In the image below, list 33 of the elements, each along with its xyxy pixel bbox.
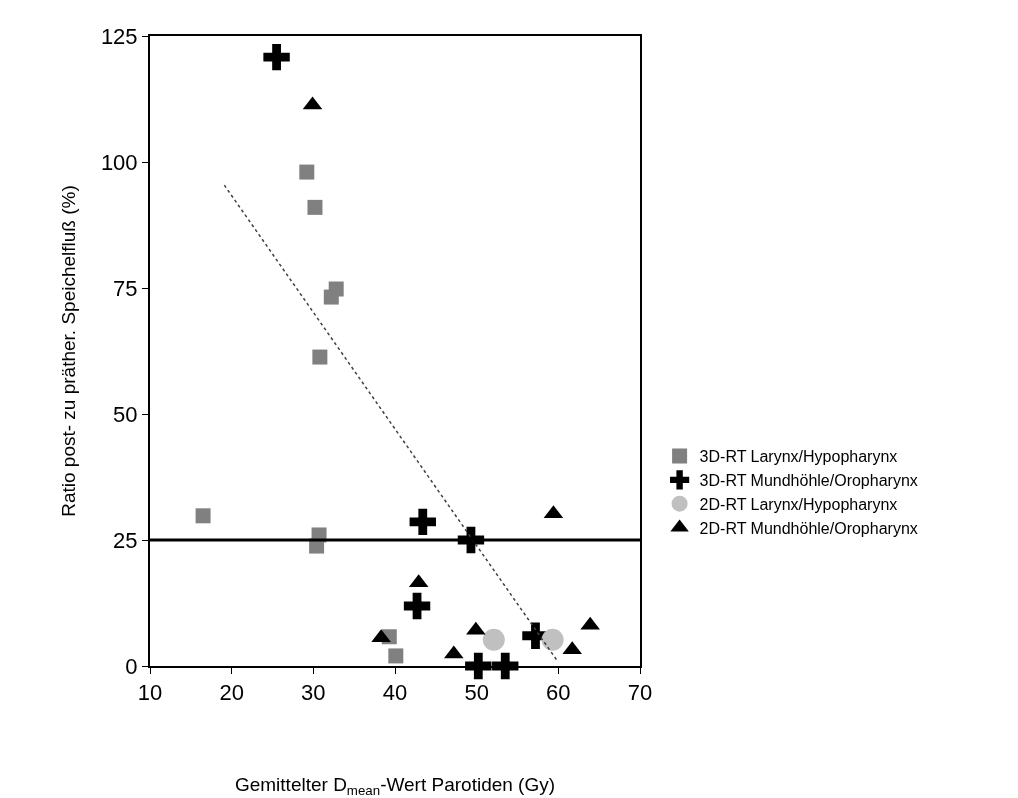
point <box>263 43 290 71</box>
y-tick-label: 75 <box>113 275 138 301</box>
legend-label: 2D-RT Larynx/Hypopharynx <box>699 495 898 513</box>
x-tick-label: 10 <box>137 680 163 706</box>
point <box>371 629 391 643</box>
x-tick-label: 30 <box>301 680 326 706</box>
point <box>312 349 328 365</box>
point <box>482 628 505 651</box>
x-axis-title: Gemittelter D$_{mean}$-Wert Parotiden (Gy) <box>234 774 556 798</box>
y-tick-label: 125 <box>100 23 138 49</box>
x-tick-label: 20 <box>219 680 244 706</box>
y-axis-title: Ratio post- zu präther. Speichelfluß (%) <box>58 185 80 517</box>
x-tick-label: 40 <box>382 680 408 706</box>
legend-label: 2D-RT Mundhöhle/Oropharynx <box>699 519 918 537</box>
x-tick-label: 70 <box>627 680 653 706</box>
point <box>307 199 323 215</box>
point <box>466 621 486 635</box>
x-tick-label: 60 <box>546 680 571 706</box>
y-tick-label: 0 <box>125 653 138 679</box>
point <box>403 592 431 620</box>
point <box>580 616 600 630</box>
point <box>323 289 339 305</box>
legend-label: 3D-RT Larynx/Hypopharynx <box>699 448 898 466</box>
y-tick-label: 50 <box>113 401 138 427</box>
y-tick-label: 25 <box>113 527 138 553</box>
point <box>409 508 436 536</box>
legend-label: 3D-RT Mundhöhle/Oropharynx <box>699 472 918 490</box>
y-tick-label: 100 <box>100 149 138 175</box>
x-tick-label: 50 <box>464 680 489 706</box>
point <box>299 164 315 180</box>
point <box>541 628 564 651</box>
point <box>388 648 404 664</box>
point <box>195 508 211 524</box>
